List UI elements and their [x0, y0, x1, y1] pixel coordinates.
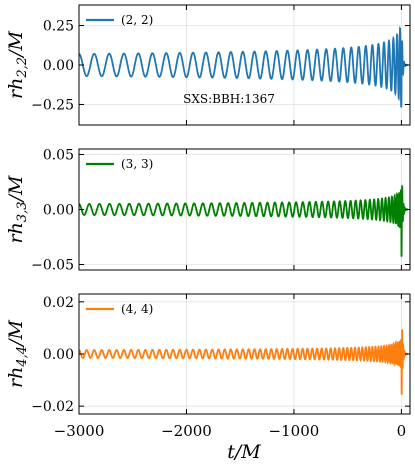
waveform-2: [79, 185, 409, 257]
panel-3: −3000 −2000 −1000 0 −0.02 0.00 0.02 rh4,4/M (4, …: [5, 293, 411, 440]
y-tick-label: 0.00: [43, 58, 74, 74]
legend-label: (3, 3): [121, 157, 153, 171]
y-tick-label: 0.05: [43, 148, 74, 164]
legend-label: (4, 4): [121, 302, 153, 316]
y-tick-label: 0.02: [43, 295, 74, 311]
y-tick-label: −0.05: [31, 258, 74, 274]
y-axis-label: rh4,4/M: [5, 320, 30, 388]
y-axis-label: rh2,2/M: [5, 31, 30, 99]
x-tick-label: −1000: [269, 422, 320, 440]
y-tick-label: 0.25: [43, 19, 74, 35]
y-tick-label: −0.02: [31, 399, 74, 415]
y-tick-label: 0.00: [43, 347, 74, 363]
x-tick-label: −2000: [161, 422, 212, 440]
y-tick-label: −0.25: [31, 97, 74, 113]
x-tick-label: −3000: [54, 422, 105, 440]
x-axis-label: t/M: [227, 441, 261, 463]
waveform-3: [79, 329, 409, 395]
annotation-label: SXS:BBH:1367: [183, 92, 275, 106]
waveform-1: [79, 26, 408, 108]
y-axis-label: rh3,3/M: [5, 175, 30, 243]
panel-2: −0.05 0.00 0.05 rh3,3/M (3, 3): [5, 148, 411, 274]
panel-1: −0.25 0.00 0.25 rh2,2/M (2, 2) SXS:BBH:1367: [5, 4, 411, 126]
y-tick-label: 0.00: [43, 203, 74, 219]
x-tick-label: 0: [397, 422, 407, 440]
legend-label: (2, 2): [121, 13, 153, 27]
